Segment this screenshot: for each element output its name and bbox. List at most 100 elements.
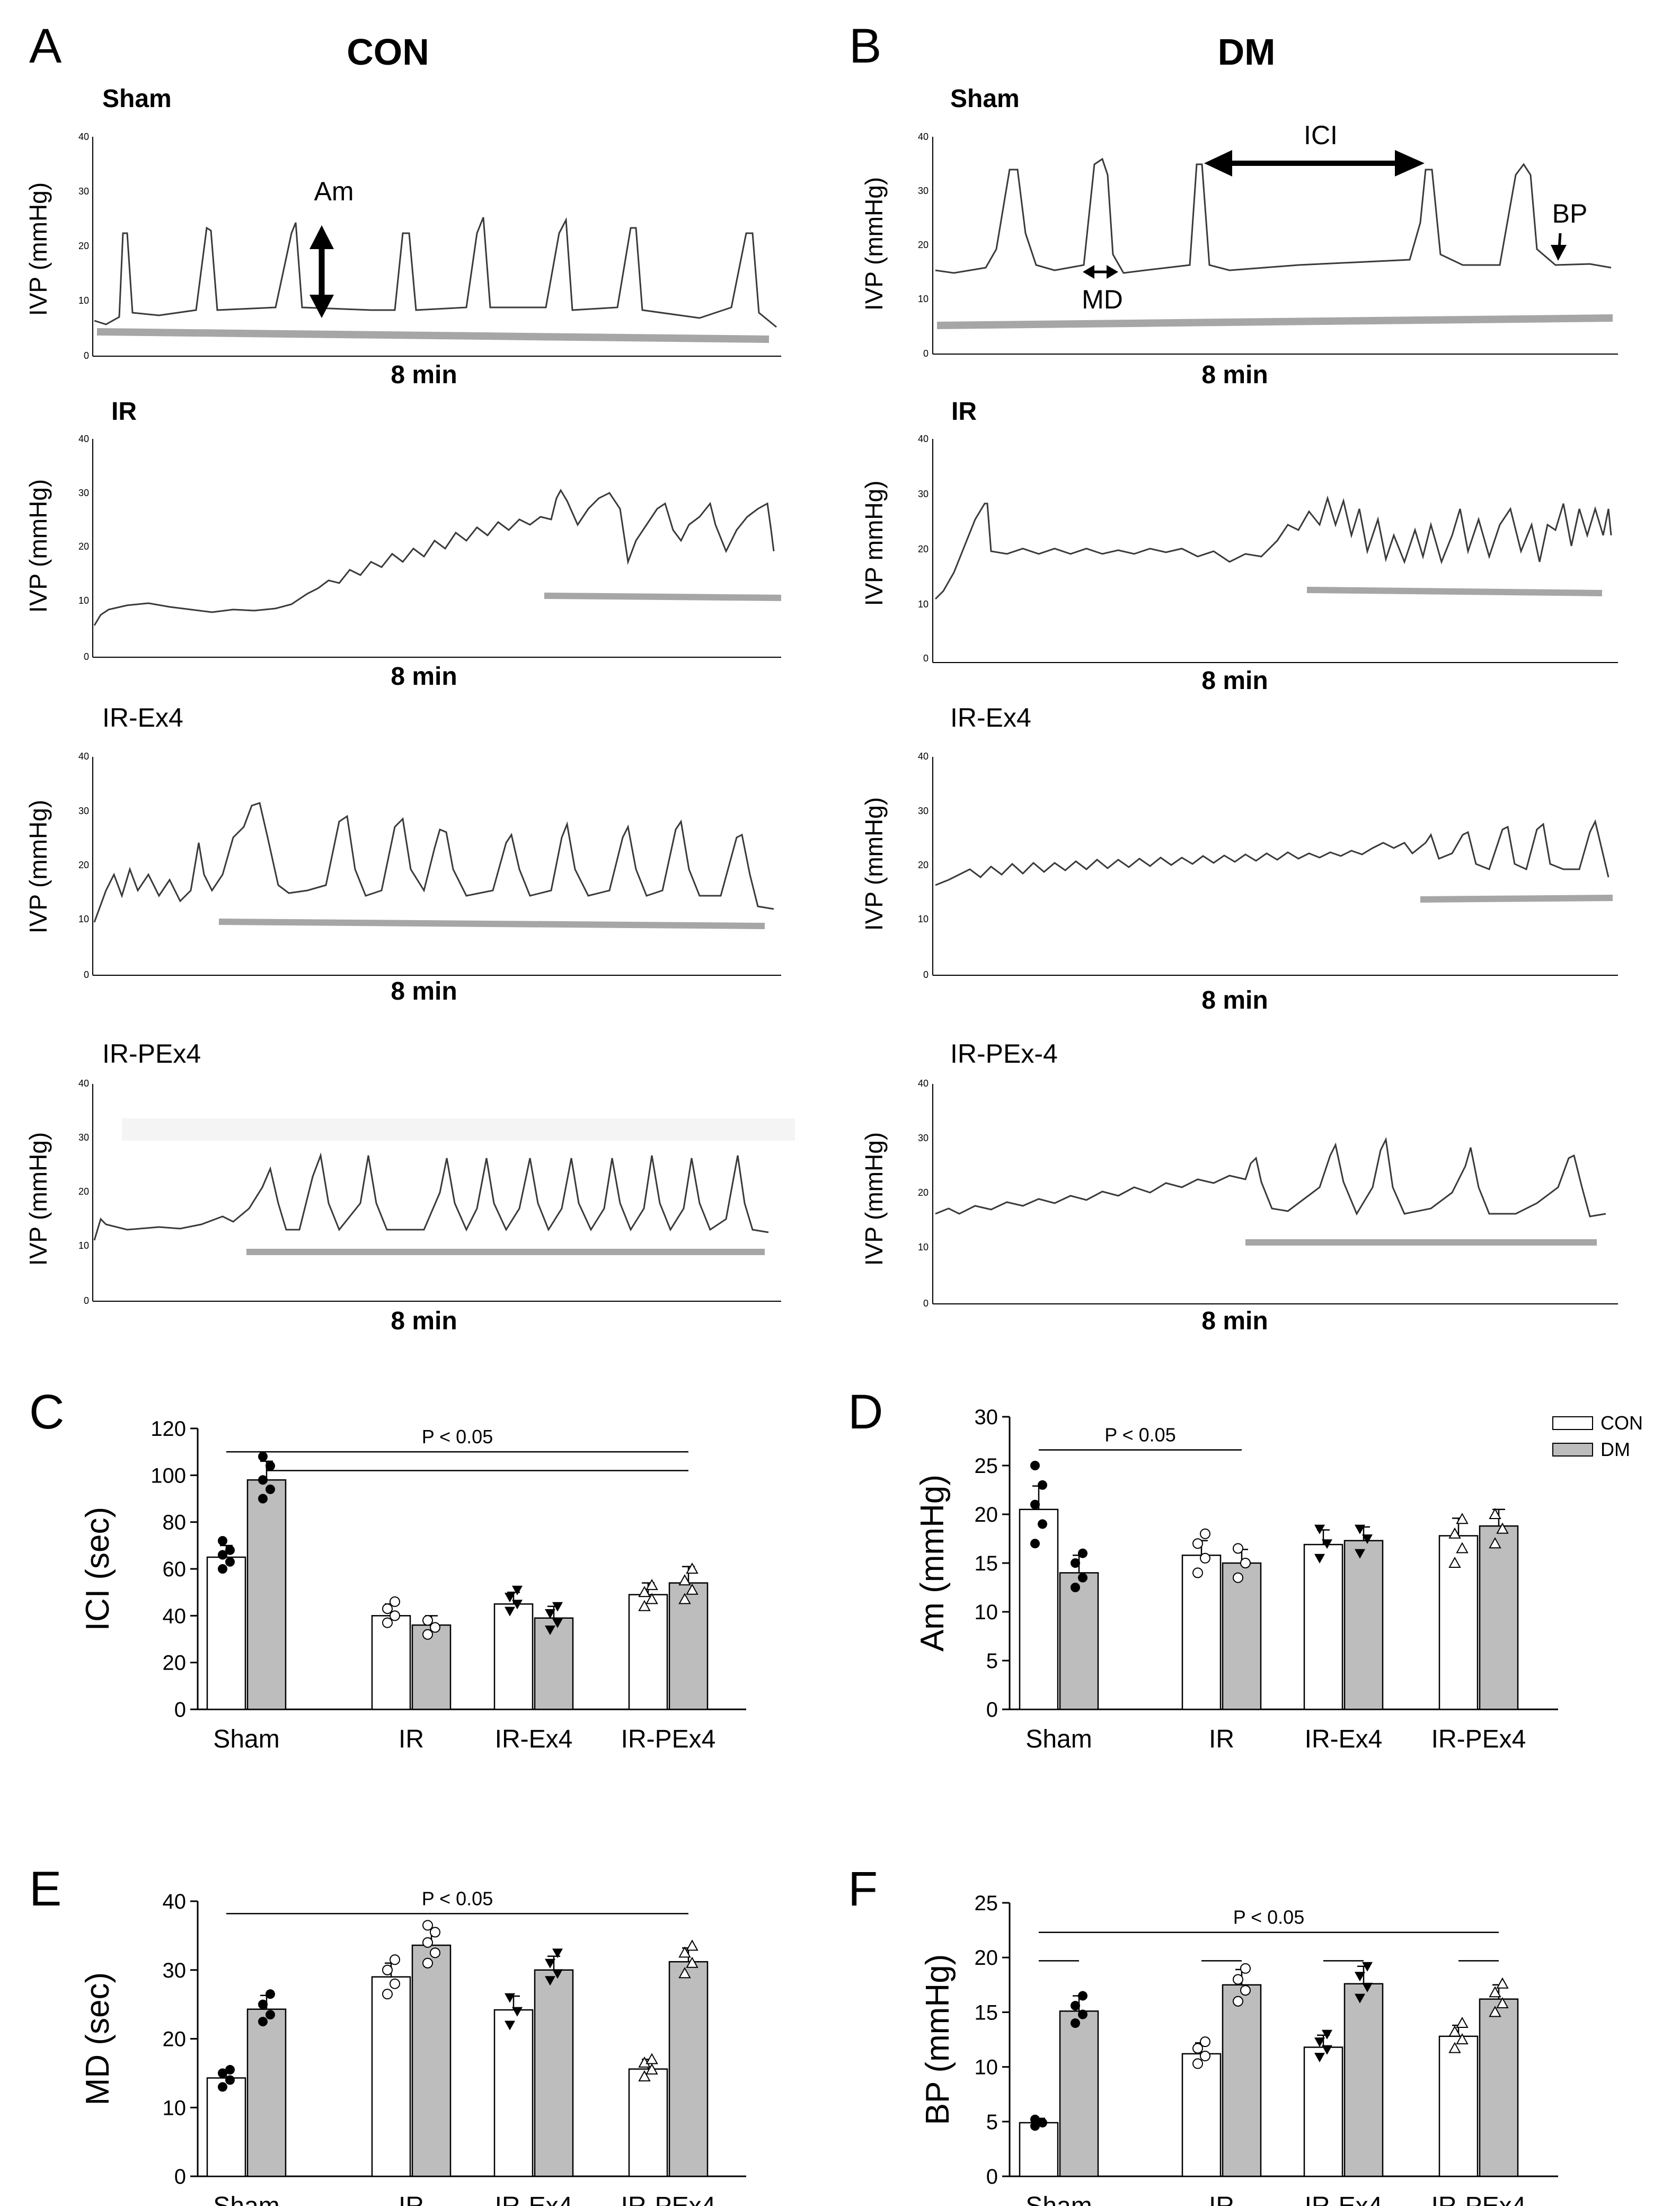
y-tick-label: 80	[163, 1511, 187, 1534]
significance-label: P < 0.05	[1233, 1907, 1304, 1928]
trace-tick: 40	[918, 434, 929, 444]
data-point	[1192, 1538, 1203, 1549]
trace-tick: 40	[78, 751, 89, 762]
data-point	[1496, 1522, 1509, 1534]
x-category-label: IR-PEx4	[1431, 2192, 1526, 2206]
y-tick-label: 30	[975, 1406, 998, 1429]
trace-condition-label: IR-Ex4	[102, 703, 183, 733]
trace-tick: 20	[918, 544, 929, 554]
time-scale-label: 8 min	[391, 663, 457, 691]
bar-dm	[1059, 1572, 1099, 1710]
data-point	[1456, 1513, 1469, 1524]
time-scale-label: 8 min	[391, 361, 457, 389]
data-point	[1192, 2043, 1203, 2054]
data-point	[1233, 1996, 1243, 2007]
data-point	[1240, 1558, 1251, 1568]
y-tick-label: 120	[151, 1417, 186, 1441]
data-point	[1071, 2018, 1080, 2028]
amplitude-arrow-head-up	[310, 225, 334, 249]
trace-tick: 0	[923, 348, 929, 359]
time-scale-bar	[218, 919, 765, 929]
data-point	[1489, 1507, 1501, 1519]
data-point	[686, 1939, 698, 1951]
bar-dm	[411, 1624, 452, 1710]
data-point	[1192, 2058, 1203, 2069]
y-tick-label: 25	[975, 1892, 998, 1915]
data-point	[1448, 1527, 1461, 1539]
trace-panel-dm-sham: Sham IVP (mmHg) 40 30 20 10 0 8 min ICI …	[860, 85, 1618, 389]
data-point	[1200, 1528, 1210, 1539]
data-point	[422, 1937, 433, 1948]
data-point	[266, 1461, 275, 1471]
trace-tick: 20	[78, 541, 89, 552]
trace-tick: 20	[78, 1186, 89, 1197]
data-point	[1448, 2025, 1461, 2037]
trace-tick: 40	[918, 1078, 929, 1089]
y-axis-label: Am (mmHg)	[914, 1475, 951, 1652]
data-point	[258, 1475, 268, 1485]
pressure-trace	[935, 819, 1610, 886]
trace-tick: 30	[918, 489, 929, 499]
bar-dm	[534, 1617, 574, 1710]
data-point	[1240, 1985, 1251, 1996]
data-point	[1322, 1539, 1332, 1549]
y-tick-label: 0	[174, 1698, 186, 1722]
data-point	[390, 1610, 400, 1621]
data-point	[1362, 1982, 1373, 1992]
trace-y-axis-label: IVP (mmHg)	[24, 182, 52, 316]
bp-arrow-head	[1551, 245, 1567, 261]
x-category-label: IR	[1209, 1725, 1234, 1753]
data-point	[218, 2082, 227, 2092]
bar-dm	[1059, 2010, 1099, 2177]
y-tick-label: 40	[163, 1890, 187, 1913]
time-scale-bar	[1420, 895, 1613, 903]
bar-con	[628, 2068, 668, 2177]
y-axis-label: MD (sec)	[79, 1972, 116, 2105]
y-tick-label: 40	[163, 1604, 187, 1628]
data-point	[225, 2064, 235, 2075]
x-category-label: IR-PEx4	[621, 2192, 716, 2206]
data-point	[646, 1578, 658, 1590]
data-point	[545, 1976, 555, 1986]
data-point	[512, 1600, 523, 1610]
data-point	[218, 1536, 227, 1546]
panel-letter-e: E	[29, 1862, 61, 1916]
data-point	[686, 1583, 698, 1595]
bar-con	[493, 2009, 534, 2177]
data-point	[1233, 1974, 1243, 1985]
data-point	[1038, 1480, 1047, 1490]
trace-panel-con-ir: IR IVP (mmHg) 40 30 20 10 0 8 min	[24, 398, 782, 691]
bar-dm	[1479, 1998, 1519, 2177]
x-category-label: Sham	[213, 1725, 279, 1753]
trace-y-axis-label: IVP mmHg)	[860, 481, 888, 606]
data-point	[382, 1617, 393, 1628]
md-arrow-head-left	[1083, 265, 1094, 279]
y-tick-label: 10	[975, 1601, 998, 1624]
trace-y-axis-label: IVP (mmHg)	[24, 1132, 52, 1266]
y-tick-label: 20	[163, 1652, 187, 1675]
trace-tick: 0	[923, 1298, 929, 1309]
data-point	[422, 1615, 433, 1626]
trace-tick: 30	[918, 186, 929, 196]
y-tick-label: 0	[174, 2165, 186, 2189]
data-point	[1030, 2121, 1040, 2131]
pressure-trace	[934, 495, 1612, 600]
data-point	[1448, 1556, 1461, 1568]
trace-condition-label: IR-Ex4	[950, 703, 1031, 733]
data-point	[1362, 1534, 1373, 1544]
data-point	[1030, 1499, 1040, 1510]
y-tick-label: 30	[163, 1959, 187, 1982]
trace-tick: 10	[918, 914, 929, 924]
data-point	[646, 1593, 658, 1604]
data-point	[638, 1600, 651, 1611]
y-tick-label: 15	[975, 2001, 998, 2024]
data-point	[1489, 1986, 1501, 1998]
x-category-label: IR-Ex4	[495, 1725, 573, 1753]
chart-legend: CON DM	[1552, 1412, 1643, 1460]
data-point	[638, 1586, 651, 1598]
y-axis-label: ICI (sec)	[79, 1507, 116, 1631]
trace-tick: 40	[78, 434, 89, 444]
x-category-label: IR-PEx4	[1431, 1725, 1526, 1753]
time-scale-label: 8 min	[391, 977, 457, 1005]
legend-swatch-con	[1552, 1416, 1593, 1430]
